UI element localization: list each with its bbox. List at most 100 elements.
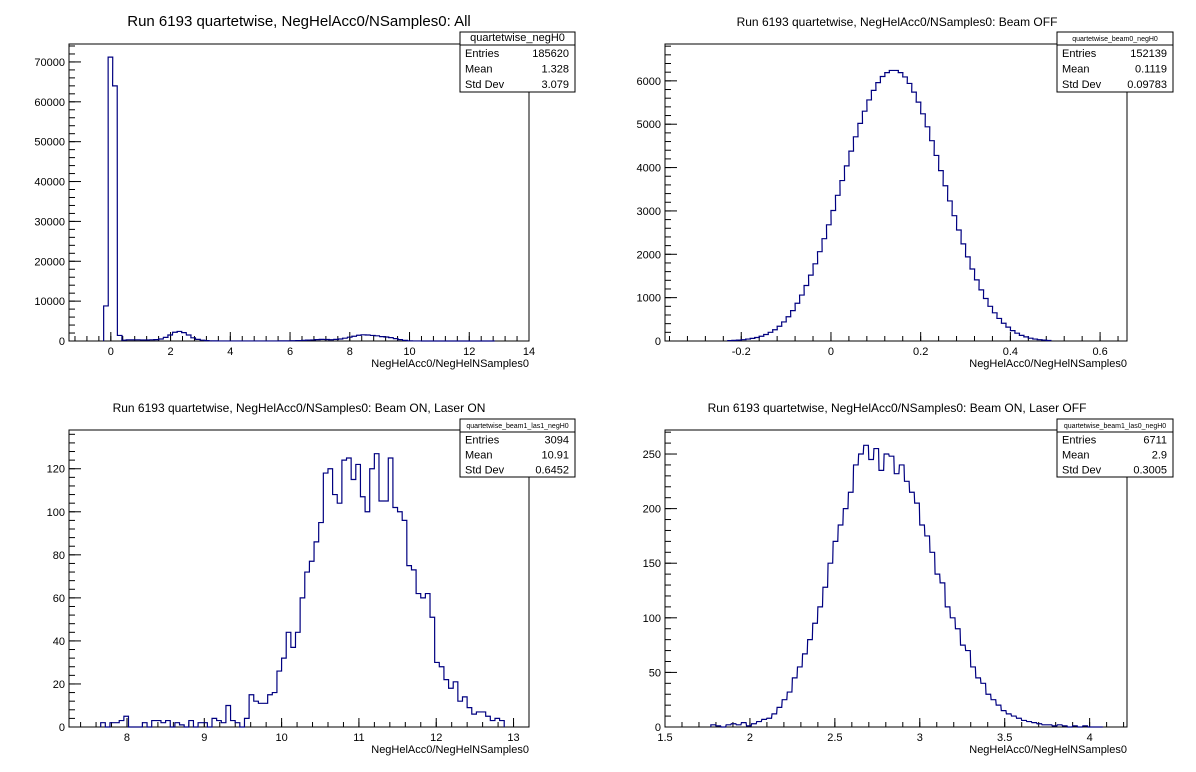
- y-tick-label: 100: [643, 613, 661, 625]
- stats-value: 1.328: [541, 64, 569, 76]
- histogram-bin: [351, 480, 356, 728]
- histogram-bin: [1006, 714, 1011, 727]
- histogram-bin: [903, 77, 908, 341]
- stats-box-frame: [1056, 418, 1174, 478]
- histogram-bin: [360, 497, 365, 727]
- stats-label: Mean: [465, 450, 493, 462]
- histogram-bin: [333, 495, 338, 727]
- histogram-bin: [945, 607, 950, 727]
- histogram-bin: [741, 723, 746, 727]
- histogram-bin: [1006, 327, 1011, 341]
- x-tick-label: 10: [275, 732, 287, 744]
- histogram-bin: [867, 100, 872, 341]
- y-tick-label: 60000: [34, 97, 65, 109]
- histogram-bin: [915, 503, 920, 727]
- y-tick-label: 50000: [34, 137, 65, 149]
- histogram-bin: [879, 470, 884, 727]
- stats-value: 0.1119: [1135, 64, 1167, 76]
- histogram-bin: [347, 458, 352, 727]
- histogram-bin: [948, 201, 953, 341]
- histogram-bin: [838, 525, 843, 727]
- histogram-bin: [916, 102, 921, 341]
- histogram-bin: [792, 678, 797, 727]
- histogram-bin: [833, 541, 838, 727]
- histogram-bin: [907, 83, 912, 341]
- histogram-bin: [835, 195, 840, 341]
- histogram-line: [103, 56, 496, 342]
- histogram-bin: [393, 507, 398, 727]
- histogram-bin: [1022, 720, 1027, 727]
- histogram-bin: [930, 552, 935, 727]
- y-tick-label: 70000: [34, 57, 65, 69]
- histogram-bin: [198, 723, 203, 727]
- histogram-bin: [472, 714, 477, 727]
- histogram-bin: [365, 512, 370, 727]
- y-tick-label: 4000: [637, 163, 661, 175]
- stats-label: Entries: [465, 48, 500, 60]
- histogram-line: [710, 444, 1103, 728]
- x-tick-label: 4: [1087, 732, 1093, 744]
- y-tick-label: 0: [59, 722, 65, 734]
- x-tick-label: 0: [828, 346, 834, 358]
- histogram-bin: [323, 473, 328, 727]
- stats-label: Entries: [1062, 435, 1097, 447]
- y-tick-label: 60: [53, 593, 65, 605]
- histogram-bin: [871, 90, 876, 341]
- histogram-bin: [425, 594, 430, 727]
- histogram-bin: [858, 123, 863, 341]
- histogram-bin: [402, 520, 407, 727]
- histogram-bin: [966, 651, 971, 727]
- x-tick-label: 6: [287, 346, 293, 358]
- histogram-bin: [388, 458, 393, 727]
- stats-value: 0.09783: [1127, 79, 1167, 91]
- y-tick-label: 250: [643, 449, 661, 461]
- histogram-bin: [853, 137, 858, 341]
- histogram-bin: [773, 330, 778, 341]
- histogram-bin: [899, 465, 904, 727]
- x-tick-label: 3.5: [997, 732, 1012, 744]
- histogram-bin: [101, 723, 106, 727]
- histogram-bin: [375, 336, 380, 341]
- stats-label: Std Dev: [465, 465, 505, 477]
- histogram-bin: [1032, 723, 1037, 727]
- chart-title: Run 6193 quartetwise, NegHelAcc0/NSample…: [127, 13, 471, 30]
- histogram-bin: [961, 244, 966, 341]
- histogram-bin: [1012, 716, 1017, 727]
- histogram-bin: [495, 718, 500, 727]
- stats-label: Std Dev: [1062, 465, 1102, 477]
- histogram-bin: [384, 501, 389, 727]
- stats-label: Entries: [1062, 48, 1097, 60]
- x-axis-label: NegHelAcc0/NegHelNSamples0: [371, 358, 529, 370]
- histogram-bin: [889, 70, 894, 341]
- histogram-bin: [453, 682, 458, 727]
- histogram-bin: [166, 721, 171, 727]
- histogram-bin: [398, 512, 403, 727]
- histogram-bin: [777, 707, 782, 727]
- histogram-bin: [212, 718, 217, 727]
- histogram-bin: [407, 566, 412, 727]
- histogram-bin: [268, 695, 273, 727]
- histogram-bin: [772, 714, 777, 727]
- histogram-bin: [1017, 718, 1022, 727]
- plot-frame: [68, 429, 530, 728]
- histogram-bin: [884, 454, 889, 727]
- histogram-bin: [848, 492, 853, 727]
- x-tick-label: 2: [167, 346, 173, 358]
- histogram-bin: [366, 335, 371, 341]
- x-axis-label: NegHelAcc0/NegHelNSamples0: [969, 358, 1127, 370]
- histogram-bin: [898, 73, 903, 341]
- y-tick-label: 40: [53, 636, 65, 648]
- stats-box: quartetwise_beam1_las0_negH0 Entries 6711 M…: [1056, 418, 1174, 478]
- histogram-bin: [113, 86, 118, 341]
- histogram-bin: [768, 332, 773, 341]
- histogram-bin: [777, 326, 782, 341]
- histogram-bin: [481, 712, 486, 727]
- histogram-bin: [961, 645, 966, 727]
- histogram-bin: [1010, 331, 1015, 341]
- histogram-bars: [101, 454, 505, 727]
- histogram-bin: [305, 572, 310, 727]
- histogram-bin: [955, 629, 960, 727]
- histogram-bin: [831, 210, 836, 341]
- x-tick-label: 10: [403, 346, 415, 358]
- histogram-bin: [254, 701, 259, 727]
